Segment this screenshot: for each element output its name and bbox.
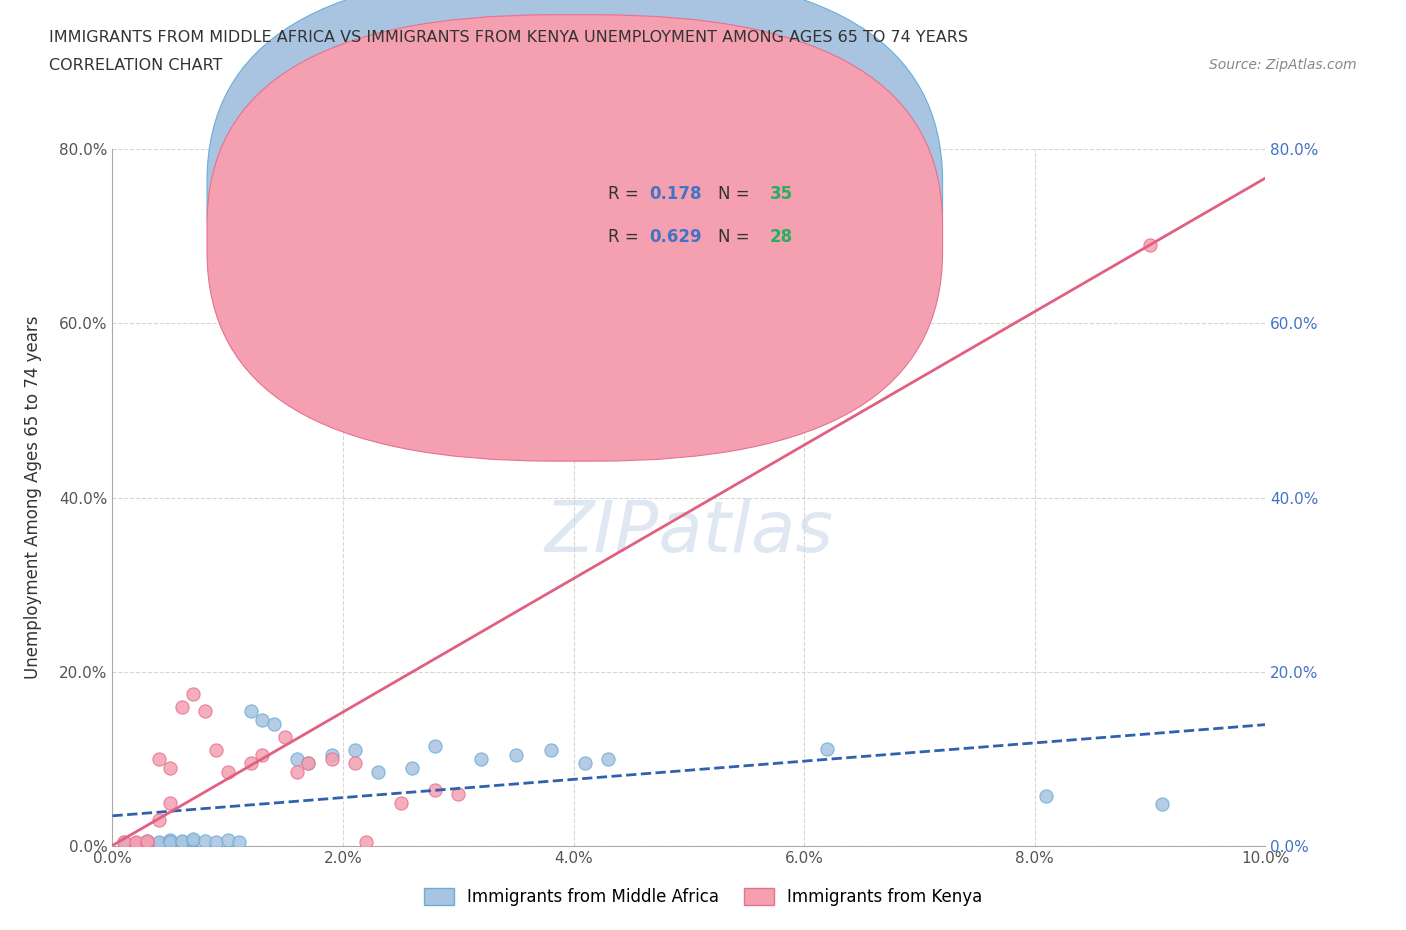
Point [159,833,181,848]
Point [181,832,204,847]
Point [194,704,217,719]
Text: Source: ZipAtlas.com: Source: ZipAtlas.com [1209,58,1357,72]
Point [136,834,159,849]
Point [205,834,228,849]
Point [148,813,170,828]
Point [181,686,204,701]
FancyBboxPatch shape [207,15,942,461]
Point [217,832,239,847]
Point [148,835,170,850]
Point [389,795,412,810]
Text: CORRELATION CHART: CORRELATION CHART [49,58,222,73]
Point [124,835,146,850]
Point [505,748,527,763]
Point [321,748,343,763]
Point [574,756,596,771]
Point [263,717,285,732]
FancyBboxPatch shape [207,0,942,418]
Point [136,833,159,848]
Point [194,833,217,848]
Legend: Immigrants from Middle Africa, Immigrants from Kenya: Immigrants from Middle Africa, Immigrant… [416,881,990,912]
Point [815,741,838,756]
Point [1139,237,1161,252]
Point [285,751,308,766]
Text: 0.178: 0.178 [650,184,702,203]
Point [425,782,447,797]
Text: 28: 28 [769,228,793,246]
Point [170,834,193,849]
Point [205,743,228,758]
Point [297,756,319,771]
Point [112,834,135,849]
Point [181,832,204,847]
Point [598,751,620,766]
Point [447,787,470,802]
Text: N =: N = [717,228,755,246]
Point [425,738,447,753]
Point [343,743,366,758]
Point [217,764,239,779]
Point [148,751,170,766]
Point [828,294,851,309]
Point [124,836,146,851]
Y-axis label: Unemployment Among Ages 65 to 74 years: Unemployment Among Ages 65 to 74 years [24,316,42,679]
Point [159,795,181,810]
Point [505,412,527,427]
Point [239,756,262,771]
Point [159,761,181,776]
Point [540,743,562,758]
Text: N =: N = [717,184,755,203]
Text: 35: 35 [769,184,793,203]
Point [1150,797,1173,812]
Text: R =: R = [609,228,644,246]
Point [297,756,319,771]
Point [367,764,389,779]
FancyBboxPatch shape [533,163,884,268]
Point [239,704,262,719]
Point [354,834,377,849]
Point [252,712,274,727]
Point [228,834,250,849]
Point [252,748,274,763]
Point [470,751,492,766]
Point [170,833,193,848]
Point [159,834,181,849]
Point [124,834,146,849]
Point [136,833,159,848]
Point [401,761,423,776]
Point [136,835,159,850]
Text: ZIPatlas: ZIPatlas [544,498,834,567]
Text: 0.629: 0.629 [650,228,703,246]
Text: IMMIGRANTS FROM MIDDLE AFRICA VS IMMIGRANTS FROM KENYA UNEMPLOYMENT AMONG AGES 6: IMMIGRANTS FROM MIDDLE AFRICA VS IMMIGRA… [49,30,969,45]
Point [321,751,343,766]
Point [170,699,193,714]
Point [148,834,170,849]
Point [112,834,135,849]
Point [343,756,366,771]
Point [1035,789,1057,804]
Point [159,832,181,847]
Text: R =: R = [609,184,644,203]
Point [285,764,308,779]
Point [274,730,297,745]
